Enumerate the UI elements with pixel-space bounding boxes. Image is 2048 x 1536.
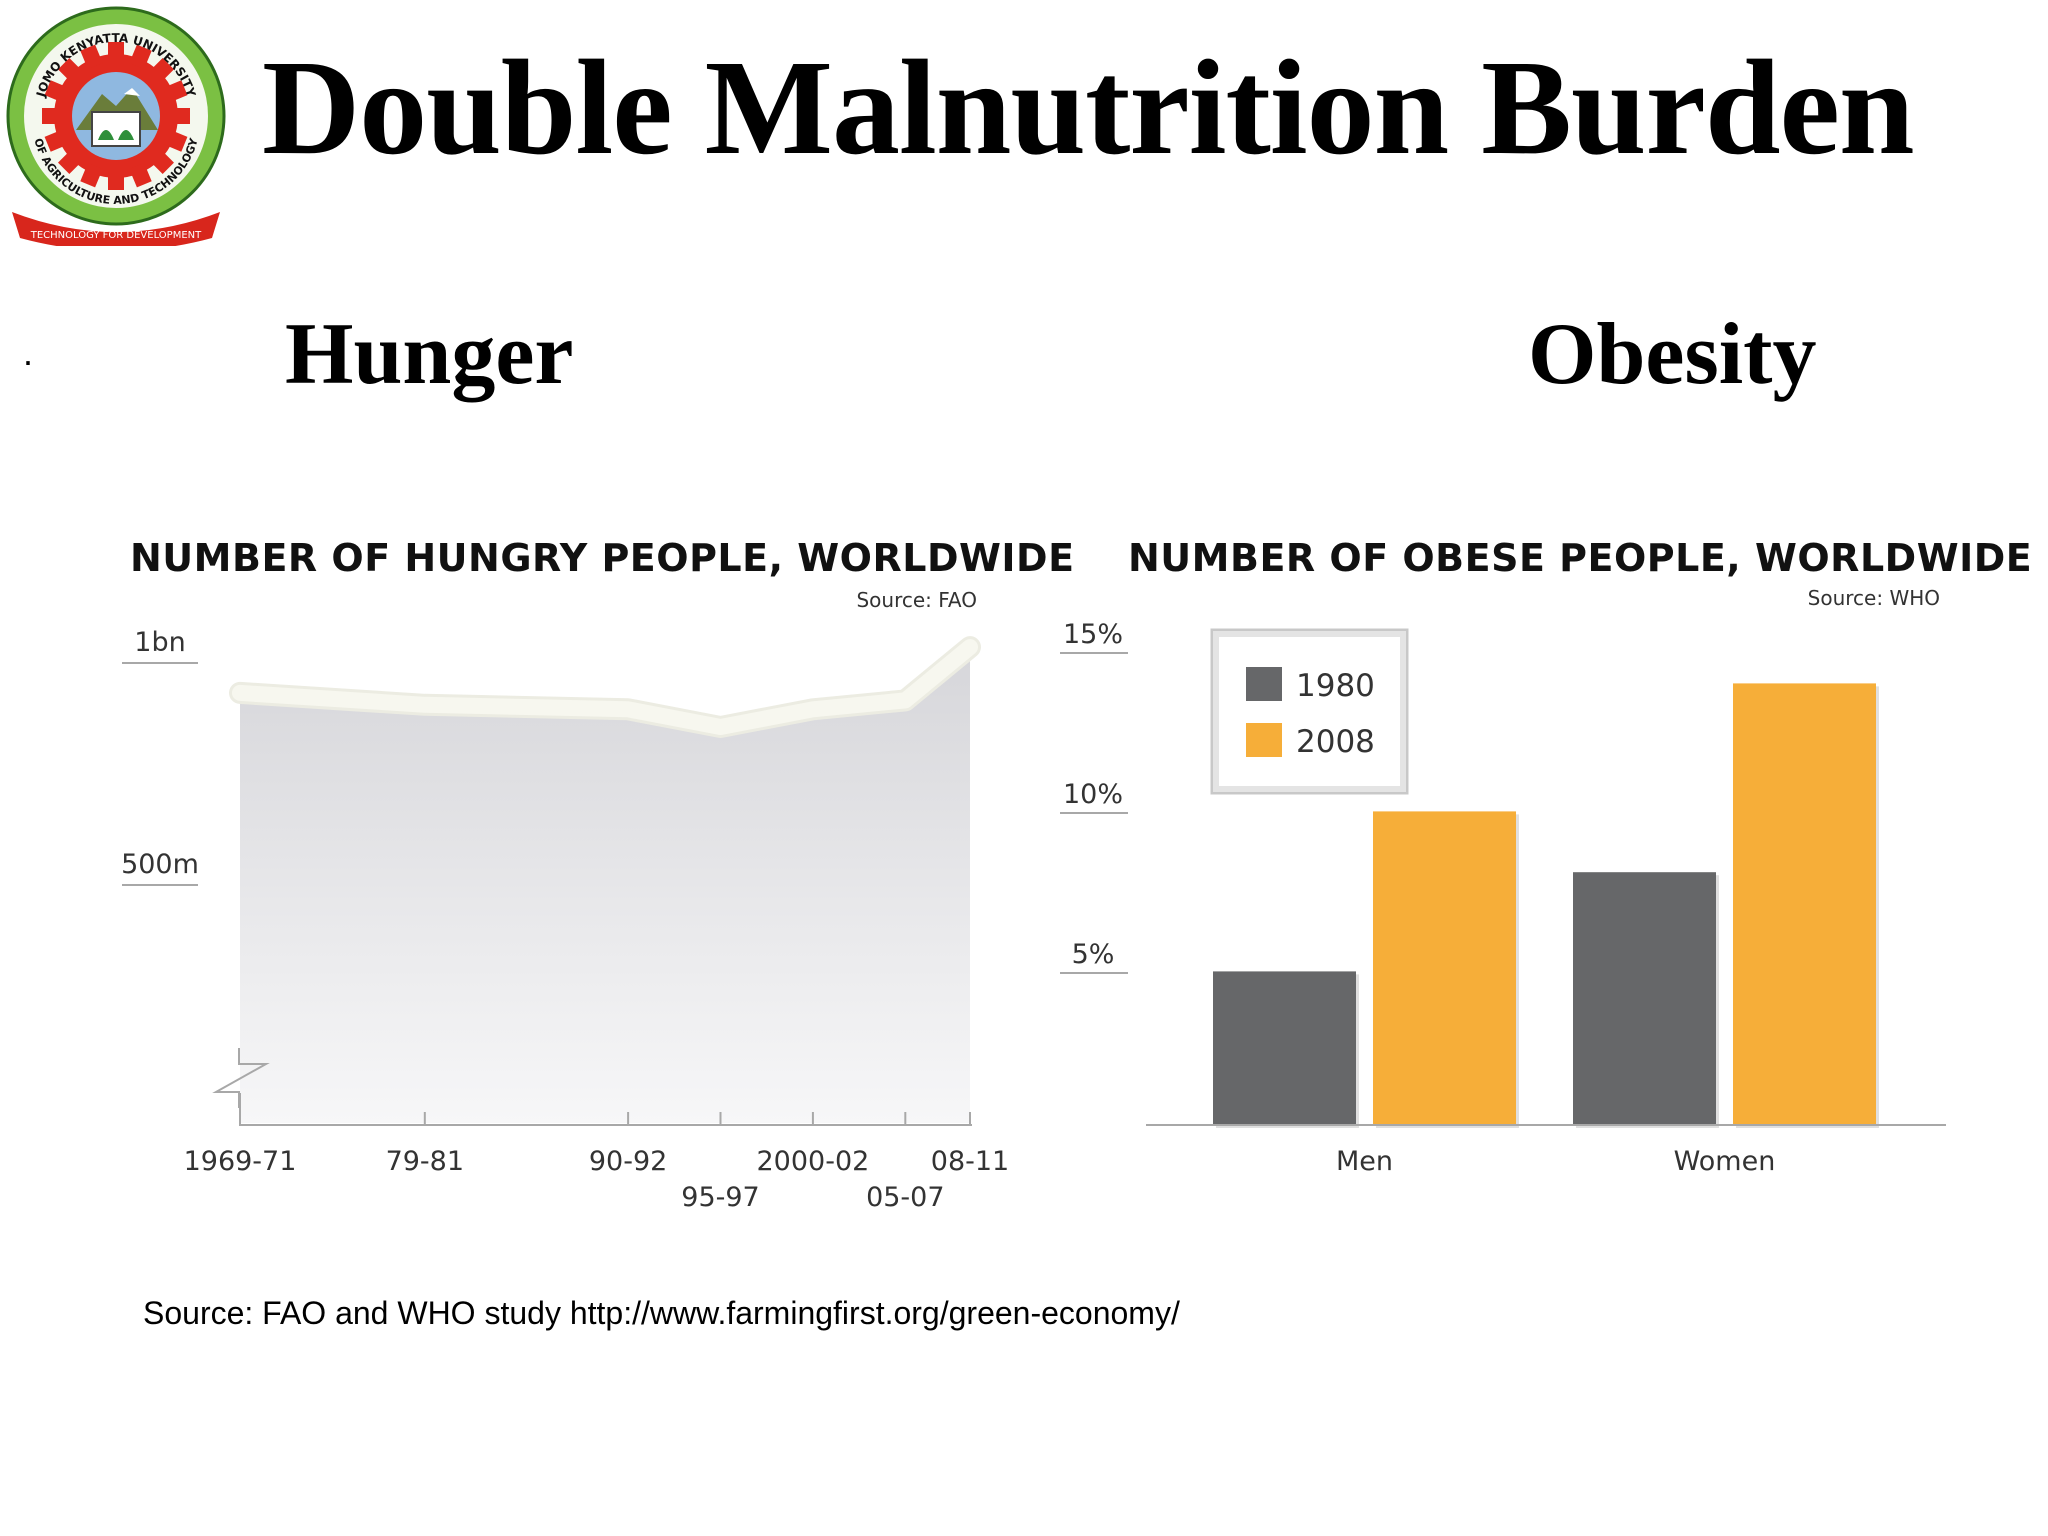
hunger-x-tick-label: 2000-02 <box>757 1146 870 1177</box>
footer-source: Source: FAO and WHO study http://www.far… <box>143 1295 1180 1331</box>
hunger-heading: Hunger <box>285 306 574 403</box>
hunger-chart-source: Source: FAO <box>856 588 977 612</box>
hunger-x-tick-label: 79-81 <box>386 1146 464 1177</box>
obesity-category-label: Men <box>1336 1146 1393 1177</box>
hunger-x-tick-label: 95-97 <box>681 1182 759 1213</box>
obesity-category-label: Women <box>1674 1146 1776 1177</box>
hunger-area <box>240 647 970 1123</box>
hunger-x-tick-label: 05-07 <box>866 1182 944 1213</box>
hunger-y-tick-label: 500m <box>121 849 199 880</box>
obesity-heading: Obesity <box>1528 306 1817 403</box>
obesity-chart-source: Source: WHO <box>1807 586 1940 610</box>
bar-men-1980 <box>1213 971 1356 1125</box>
obesity-y-tick-label: 15% <box>1063 619 1123 650</box>
legend-label-1980: 1980 <box>1296 668 1375 704</box>
obesity-legend-inner <box>1213 631 1406 792</box>
slide-title: Double Malnutrition Burden <box>262 33 1915 183</box>
hunger-series-line <box>232 639 978 735</box>
logo-ribbon <box>12 212 220 246</box>
obesity-y-tick-label: 5% <box>1072 939 1115 970</box>
hunger-x-tick-label: 08-11 <box>931 1146 1009 1177</box>
hunger-y-tick-label: 1bn <box>134 627 185 658</box>
hunger-chart-title: NUMBER OF HUNGRY PEOPLE, WORLDWIDE <box>130 536 1075 580</box>
obesity-chart-title: NUMBER OF OBESE PEOPLE, WORLDWIDE <box>1128 536 2033 580</box>
obesity-y-tick-label: 10% <box>1063 779 1123 810</box>
bar-women-1980 <box>1573 872 1716 1125</box>
bullet-dot: · <box>22 340 34 381</box>
hunger-x-tick-label: 90-92 <box>589 1146 667 1177</box>
hunger-axis-break <box>212 1048 270 1108</box>
bar-women-2008 <box>1733 683 1876 1125</box>
legend-swatch-1980 <box>1246 667 1282 701</box>
bar-men-2008 <box>1373 811 1516 1125</box>
obesity-legend-box <box>1210 628 1409 795</box>
legend-swatch-2008 <box>1246 723 1282 757</box>
hunger-x-tick-label: 1969-71 <box>184 1146 297 1177</box>
logo-motto: TECHNOLOGY FOR DEVELOPMENT <box>30 230 202 241</box>
university-logo: JOMO KENYATTA UNIVERSITY OF AGRICULTURE … <box>6 6 226 246</box>
legend-label-2008: 2008 <box>1296 724 1375 760</box>
gear-emblem <box>6 6 226 226</box>
